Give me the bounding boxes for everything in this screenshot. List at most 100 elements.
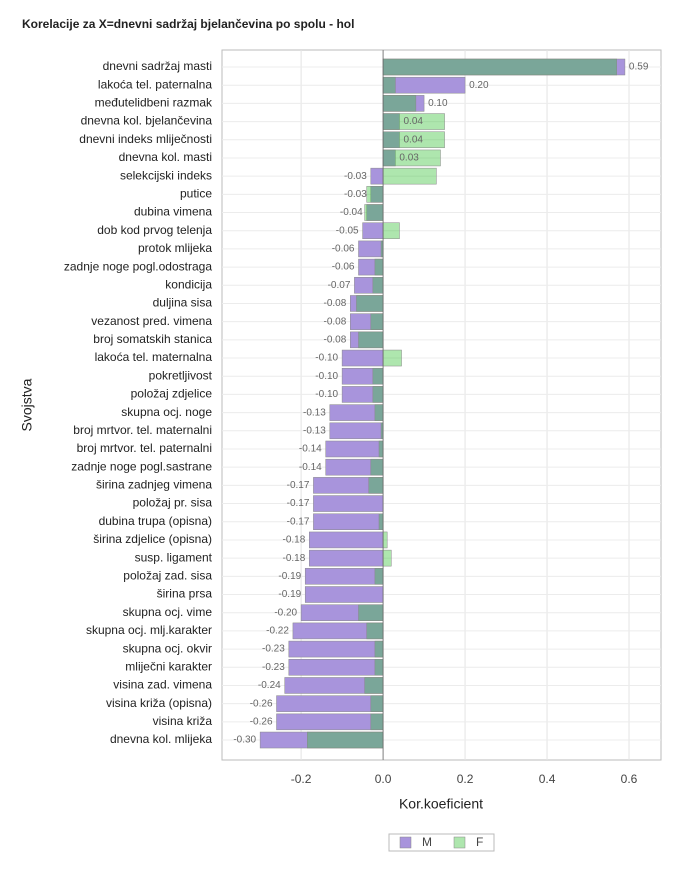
y-tick-label: dnevna kol. bjelančevina <box>81 114 213 128</box>
y-tick-label: lakoća tel. paternalna <box>98 77 212 91</box>
legend-label: F <box>476 835 483 849</box>
bar <box>368 477 384 494</box>
y-tick-label: položaj zdjelice <box>131 387 213 401</box>
value-label: -0.18 <box>283 535 306 546</box>
value-label: -0.08 <box>324 298 347 309</box>
value-label: -0.17 <box>287 480 310 491</box>
y-tick-label: kondicija <box>165 277 212 291</box>
value-label: -0.19 <box>278 589 301 600</box>
value-label: 0.10 <box>428 98 448 109</box>
y-tick-label: širina zadnjeg vimena <box>96 478 212 492</box>
bar <box>382 222 400 239</box>
y-tick-label: broj mrtvor. tel. paternalni <box>77 441 212 455</box>
y-tick-label: mliječni karakter <box>125 659 212 673</box>
y-tick-label: visina križa (opisna) <box>106 696 212 710</box>
plot-area <box>221 49 662 761</box>
bar <box>372 277 384 294</box>
value-label: -0.20 <box>274 607 297 618</box>
value-label: -0.06 <box>332 244 355 255</box>
value-label: -0.04 <box>340 207 363 218</box>
bar <box>341 349 384 367</box>
value-label: -0.10 <box>315 353 338 364</box>
bar <box>370 167 384 185</box>
bar <box>307 731 384 749</box>
bar <box>358 331 384 349</box>
y-tick-label: širina zdjelice (opisna) <box>93 532 212 546</box>
bar <box>329 422 384 440</box>
x-axis-title: Kor.koeficient <box>399 796 483 812</box>
value-label: -0.30 <box>233 735 256 746</box>
y-tick-label: protok mlijeka <box>138 241 212 255</box>
y-tick-label: skupna ocj. noge <box>121 405 212 419</box>
value-label: -0.13 <box>303 407 326 418</box>
y-tick-label: zadnje noge pogl.sastrane <box>71 459 212 473</box>
y-tick-label: dnevna kol. masti <box>119 150 212 164</box>
y-tick-label: selekcijski indeks <box>120 168 212 182</box>
y-tick-label: lakoća tel. maternalna <box>95 350 213 364</box>
x-tick-label: -0.2 <box>291 772 312 786</box>
value-label: -0.07 <box>328 280 351 291</box>
bar <box>382 95 417 112</box>
chart-title: Korelacije za X=dnevni sadržaj bjelančev… <box>22 17 354 31</box>
x-tick-label: 0.0 <box>375 772 392 786</box>
value-label: -0.23 <box>262 662 285 673</box>
value-label: -0.05 <box>336 225 359 236</box>
value-label: -0.26 <box>250 716 273 727</box>
value-label: -0.22 <box>266 626 289 637</box>
y-tick-label: položaj pr. sisa <box>133 496 213 510</box>
value-label: 0.59 <box>629 62 649 73</box>
y-tick-label: dob kod prvog telenja <box>97 223 212 237</box>
value-label: -0.14 <box>299 462 322 473</box>
y-tick-label: susp. ligament <box>135 550 213 564</box>
y-tick-label: dubina vimena <box>134 205 212 219</box>
legend <box>388 833 495 852</box>
y-tick-label: dnevni sadržaj masti <box>103 59 212 73</box>
y-tick-label: širina prsa <box>157 587 213 601</box>
bar <box>364 204 384 221</box>
y-tick-label: skupna ocj. vime <box>123 605 213 619</box>
bar <box>366 622 384 640</box>
bar <box>370 458 384 476</box>
bar <box>382 349 402 367</box>
bar <box>366 186 384 203</box>
value-label: -0.17 <box>287 498 310 509</box>
value-label: 0.04 <box>403 116 423 127</box>
value-label: -0.17 <box>287 516 310 527</box>
bar <box>382 549 392 567</box>
bar <box>382 58 617 76</box>
y-tick-label: visina križa <box>153 714 213 728</box>
bar <box>313 495 384 512</box>
legend-label: M <box>422 835 432 849</box>
bar <box>309 549 384 567</box>
value-label: 0.03 <box>399 153 419 164</box>
bar <box>358 240 384 258</box>
y-tick-label: putice <box>180 187 212 201</box>
bar <box>370 713 384 731</box>
y-tick-label: visina zad. vimena <box>113 678 212 692</box>
bar <box>374 404 384 421</box>
value-label: -0.24 <box>258 680 281 691</box>
value-label: -0.13 <box>303 425 326 436</box>
value-label: -0.10 <box>315 371 338 382</box>
y-tick-label: skupna ocj. mlj.karakter <box>86 623 212 637</box>
x-tick-label: 0.6 <box>621 772 638 786</box>
bar <box>362 222 384 239</box>
y-tick-label: zadnje noge pogl.odostraga <box>64 259 212 273</box>
bar <box>356 295 384 312</box>
bar <box>382 531 388 549</box>
y-tick-label: duljina sisa <box>153 296 213 310</box>
bar <box>378 513 384 530</box>
value-label: -0.10 <box>315 389 338 400</box>
value-label: -0.03 <box>344 189 367 200</box>
bar <box>304 586 384 603</box>
bar <box>288 659 384 676</box>
value-label: -0.26 <box>250 698 273 709</box>
y-tick-label: dnevni indeks mliječnosti <box>79 132 212 146</box>
value-label: 0.20 <box>469 80 489 91</box>
bar <box>378 440 384 458</box>
bar <box>370 313 384 330</box>
bar <box>288 640 384 658</box>
bar <box>382 76 396 94</box>
bar <box>313 513 384 530</box>
